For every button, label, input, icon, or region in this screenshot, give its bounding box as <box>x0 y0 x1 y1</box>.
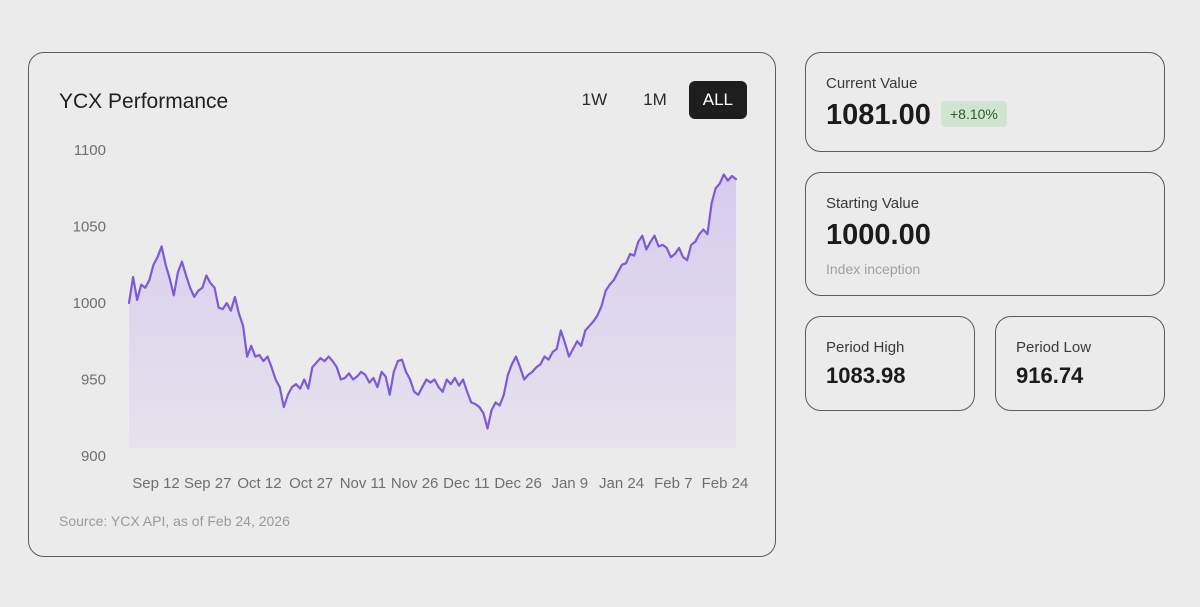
change-badge: +8.10% <box>941 101 1007 127</box>
y-tick-label: 900 <box>81 448 106 465</box>
starting-value-label: Starting Value <box>826 195 920 212</box>
period-high-value: 1083.98 <box>826 363 906 388</box>
performance-chart: 1100 1050 1000 950 900 Sep 12 Sep 27 Oct 12 Oct… <box>73 142 749 492</box>
tab-1m[interactable]: 1M <box>629 81 681 119</box>
x-tick-label: Dec 11 <box>443 475 489 492</box>
x-tick-label: Sep 12 <box>132 475 180 492</box>
current-value-label: Current Value <box>826 75 918 92</box>
range-tabs: 1W 1M ALL <box>568 81 747 119</box>
performance-chart-card: YCX Performance 1W 1M ALL 1100 1050 1000 95… <box>28 52 776 557</box>
starting-value-subtitle: Index inception <box>826 261 921 277</box>
period-high-label: Period High <box>826 339 905 356</box>
source-note: Source: YCX API, as of Feb 24, 2026 <box>59 513 290 529</box>
y-tick-label: 1050 <box>73 219 106 236</box>
current-value: 1081.00 <box>826 99 931 131</box>
tab-all[interactable]: ALL <box>688 81 747 119</box>
y-tick-label: 1100 <box>74 142 106 159</box>
period-high-card: Period High 1083.98 <box>805 316 975 411</box>
x-tick-label: Feb 24 <box>702 475 749 492</box>
x-axis-ticks: Sep 12 Sep 27 Oct 12 Oct 27 Nov 11 Nov 26 Dec … <box>132 475 748 492</box>
x-tick-label: Jan 24 <box>599 475 644 492</box>
x-tick-label: Jan 9 <box>551 475 588 492</box>
x-tick-label: Nov 11 <box>340 475 386 492</box>
period-low-card: Period Low 916.74 <box>995 316 1165 411</box>
performance-series-line <box>127 173 738 430</box>
chart-title: YCX Performance <box>59 90 229 113</box>
performance-area-fill <box>129 174 736 449</box>
x-tick-label: Oct 27 <box>289 475 333 492</box>
y-tick-label: 950 <box>81 372 106 389</box>
y-tick-label: 1000 <box>73 295 106 312</box>
x-tick-label: Sep 27 <box>184 475 232 492</box>
period-low-value: 916.74 <box>1016 363 1084 388</box>
period-low-label: Period Low <box>1016 339 1092 356</box>
starting-value-card: Starting Value 1000.00 Index inception <box>805 172 1165 296</box>
x-tick-label: Feb 7 <box>654 475 692 492</box>
x-tick-label: Dec 26 <box>494 475 542 492</box>
y-axis-ticks: 1100 1050 1000 950 900 <box>73 142 106 465</box>
starting-value: 1000.00 <box>826 219 931 251</box>
x-tick-label: Oct 12 <box>237 475 281 492</box>
x-tick-label: Nov 26 <box>391 475 439 492</box>
tab-1w[interactable]: 1W <box>568 81 622 119</box>
current-value-card: Current Value 1081.00 +8.10% <box>805 52 1165 152</box>
